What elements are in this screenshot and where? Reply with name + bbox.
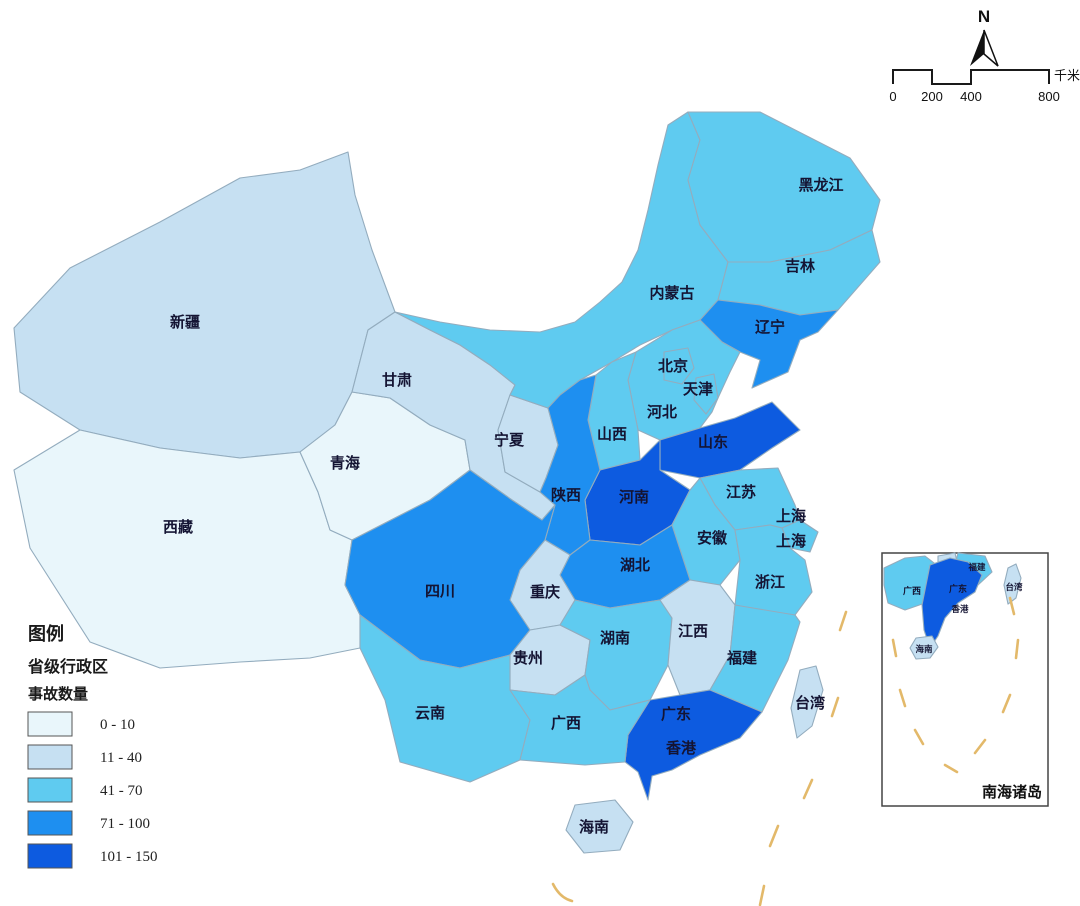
legend-swatch-3 bbox=[27, 777, 73, 803]
scale-bar-line bbox=[892, 69, 1050, 85]
label-shanxi: 山西 bbox=[597, 426, 627, 443]
nine-dash-line-main bbox=[551, 610, 848, 906]
label-ningxia: 宁夏 bbox=[494, 431, 525, 449]
inset-label-xianggang: 香港 bbox=[950, 604, 969, 614]
label-shanghai-1: 上海 bbox=[776, 507, 806, 525]
legend-swatch-4 bbox=[27, 810, 73, 836]
label-xinjiang: 新疆 bbox=[170, 313, 200, 331]
legend-swatch-5 bbox=[27, 843, 73, 869]
label-liaoning: 辽宁 bbox=[755, 318, 785, 336]
province-shapes bbox=[13, 111, 881, 854]
label-heilongjiang: 黑龙江 bbox=[798, 176, 843, 194]
label-jiangxi: 江西 bbox=[678, 622, 708, 640]
legend-field-name: 事故数量 bbox=[28, 685, 88, 703]
north-arrow-left bbox=[970, 30, 984, 66]
province-hainan bbox=[565, 799, 634, 854]
legend-swatch-2 bbox=[27, 744, 73, 770]
legend-label-1: 0 - 10 bbox=[100, 717, 135, 733]
province-guangxi bbox=[509, 674, 651, 766]
inset-label-fujian: 福建 bbox=[967, 562, 986, 572]
label-zhejiang: 浙江 bbox=[755, 573, 785, 591]
label-xizang: 西藏 bbox=[163, 518, 193, 536]
label-fujian: 福建 bbox=[726, 649, 758, 667]
label-guizhou: 贵州 bbox=[513, 649, 543, 667]
label-neimenggu: 内蒙古 bbox=[649, 284, 694, 302]
province-labels: 新疆 西藏 青海 甘肃 宁夏 内蒙古 黑龙江 吉林 辽宁 北京 天津 河北 山西… bbox=[163, 176, 844, 836]
label-taiwan: 台湾 bbox=[795, 694, 825, 712]
legend-swatch-1 bbox=[27, 711, 73, 737]
north-arrow-right bbox=[983, 29, 999, 67]
legend-label-5: 101 - 150 bbox=[100, 849, 158, 865]
scale-unit: 千米 bbox=[1054, 68, 1080, 83]
label-sichuan: 四川 bbox=[425, 583, 455, 600]
label-chongqing: 重庆 bbox=[530, 583, 560, 601]
scale-bar: 0 200 400 800 千米 bbox=[889, 68, 1080, 104]
legend-label-4: 71 - 100 bbox=[100, 816, 150, 832]
province-tianjin bbox=[693, 373, 719, 415]
province-taiwan bbox=[790, 665, 824, 739]
label-guangxi: 广西 bbox=[551, 714, 581, 732]
scale-tick-800: 800 bbox=[1038, 89, 1060, 104]
inset-label-taiwan: 台湾 bbox=[1005, 582, 1023, 592]
inset-label-guangdong: 广东 bbox=[949, 583, 967, 594]
province-fujian bbox=[709, 604, 801, 713]
inset-label-guangxi: 广西 bbox=[903, 585, 921, 596]
label-tianjin: 天津 bbox=[683, 380, 713, 398]
south-china-sea-inset: 广西 广东 香港 福建 台湾 海南 南海诸岛 bbox=[881, 552, 1049, 807]
legend-label-3: 41 - 70 bbox=[100, 783, 143, 799]
scale-tick-200: 200 bbox=[921, 89, 943, 104]
label-shandong: 山东 bbox=[698, 433, 728, 451]
label-jiangsu: 江苏 bbox=[726, 483, 756, 501]
label-jilin: 吉林 bbox=[785, 257, 816, 275]
label-hunan: 湖南 bbox=[600, 629, 630, 647]
north-arrow: N bbox=[970, 7, 999, 67]
legend: 图例 省级行政区 事故数量 0 - 10 11 - 40 41 - 70 71 … bbox=[27, 623, 158, 869]
label-hebei: 河北 bbox=[647, 403, 677, 421]
province-zhejiang bbox=[734, 524, 813, 616]
province-beijing bbox=[663, 347, 695, 385]
label-xianggang: 香港 bbox=[666, 739, 697, 757]
legend-title: 图例 bbox=[28, 623, 64, 644]
scale-tick-0: 0 bbox=[889, 89, 896, 104]
label-shaanxi: 陕西 bbox=[551, 486, 581, 504]
inset-caption: 南海诸岛 bbox=[982, 783, 1042, 801]
label-henan: 河南 bbox=[619, 488, 649, 506]
label-hainan: 海南 bbox=[579, 818, 609, 836]
label-guangdong: 广东 bbox=[661, 705, 691, 723]
scale-tick-400: 400 bbox=[960, 89, 982, 104]
inset-hainan bbox=[909, 635, 939, 660]
province-xinjiang bbox=[13, 151, 396, 459]
label-hubei: 湖北 bbox=[620, 557, 650, 574]
nine-dash-line-inset bbox=[891, 596, 1020, 774]
label-qinghai: 青海 bbox=[330, 454, 360, 472]
label-shanghai-2: 上海 bbox=[776, 532, 806, 550]
label-anhui: 安徽 bbox=[697, 529, 728, 547]
legend-layer-name: 省级行政区 bbox=[27, 657, 108, 676]
label-gansu: 甘肃 bbox=[382, 371, 412, 389]
inset-label-hainan: 海南 bbox=[915, 644, 933, 654]
inset-guangdong bbox=[921, 557, 983, 649]
label-yunnan: 云南 bbox=[415, 704, 445, 722]
north-arrow-label: N bbox=[978, 7, 990, 26]
inset-taiwan bbox=[1003, 563, 1022, 605]
legend-label-2: 11 - 40 bbox=[100, 750, 142, 766]
label-beijing: 北京 bbox=[658, 357, 688, 375]
province-shanghai bbox=[781, 519, 819, 553]
